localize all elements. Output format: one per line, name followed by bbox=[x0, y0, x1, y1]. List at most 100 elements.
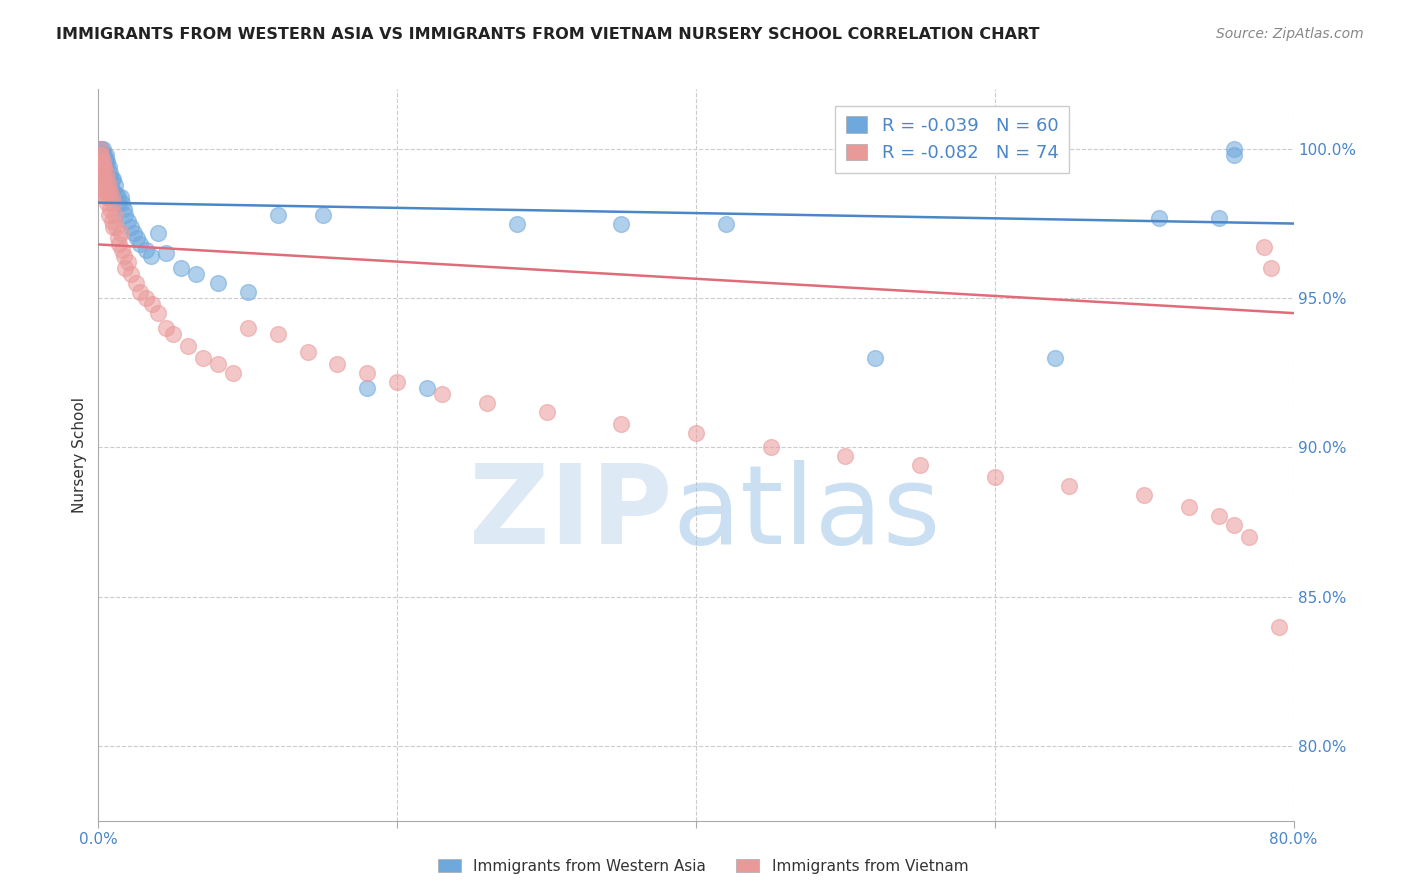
Point bbox=[105, 219, 128, 234]
Point bbox=[98, 178, 122, 192]
Point bbox=[135, 291, 157, 305]
Point bbox=[311, 208, 333, 222]
Point bbox=[103, 171, 125, 186]
Point bbox=[93, 148, 115, 162]
Point bbox=[104, 178, 127, 192]
Point bbox=[908, 458, 931, 473]
Point bbox=[148, 226, 170, 240]
Point bbox=[94, 148, 117, 162]
Point bbox=[103, 184, 125, 198]
Point bbox=[236, 321, 259, 335]
Point bbox=[97, 189, 120, 203]
Point bbox=[101, 184, 124, 198]
Point bbox=[90, 153, 112, 168]
Point bbox=[91, 142, 114, 156]
Point bbox=[177, 339, 200, 353]
Point bbox=[1237, 530, 1260, 544]
Text: IMMIGRANTS FROM WESTERN ASIA VS IMMIGRANTS FROM VIETNAM NURSERY SCHOOL CORRELATI: IMMIGRANTS FROM WESTERN ASIA VS IMMIGRAN… bbox=[56, 27, 1040, 42]
Point bbox=[1223, 518, 1246, 533]
Point bbox=[90, 148, 112, 162]
Point bbox=[94, 166, 117, 180]
Point bbox=[90, 160, 112, 174]
Point bbox=[610, 417, 633, 431]
Point bbox=[1267, 619, 1289, 633]
Point bbox=[416, 381, 439, 395]
Point bbox=[139, 249, 162, 263]
Point bbox=[1260, 261, 1282, 276]
Point bbox=[94, 189, 117, 203]
Point bbox=[96, 195, 118, 210]
Point bbox=[91, 153, 114, 168]
Point bbox=[114, 208, 136, 222]
Legend: Immigrants from Western Asia, Immigrants from Vietnam: Immigrants from Western Asia, Immigrants… bbox=[432, 853, 974, 880]
Point bbox=[834, 450, 856, 464]
Point bbox=[124, 226, 146, 240]
Point bbox=[96, 153, 118, 168]
Point bbox=[110, 226, 132, 240]
Point bbox=[105, 186, 128, 201]
Point bbox=[90, 153, 112, 168]
Point bbox=[162, 326, 184, 341]
Point bbox=[127, 231, 149, 245]
Point bbox=[356, 381, 378, 395]
Point bbox=[714, 217, 737, 231]
Point bbox=[91, 160, 114, 174]
Point bbox=[984, 470, 1007, 484]
Point bbox=[222, 366, 245, 380]
Point bbox=[267, 208, 290, 222]
Point bbox=[120, 219, 142, 234]
Point bbox=[91, 153, 114, 168]
Point bbox=[96, 160, 118, 174]
Point bbox=[104, 208, 127, 222]
Point bbox=[89, 153, 111, 168]
Point bbox=[169, 261, 191, 276]
Text: Source: ZipAtlas.com: Source: ZipAtlas.com bbox=[1216, 27, 1364, 41]
Point bbox=[91, 148, 114, 162]
Point bbox=[1208, 211, 1230, 225]
Point bbox=[91, 160, 114, 174]
Point bbox=[89, 148, 111, 162]
Point bbox=[1253, 240, 1275, 254]
Point bbox=[155, 246, 177, 260]
Point bbox=[685, 425, 707, 440]
Point bbox=[91, 171, 114, 186]
Point bbox=[93, 160, 115, 174]
Point bbox=[1223, 148, 1246, 162]
Point bbox=[148, 306, 170, 320]
Point bbox=[267, 326, 290, 341]
Point bbox=[207, 277, 229, 291]
Point bbox=[93, 171, 115, 186]
Point bbox=[1208, 509, 1230, 524]
Point bbox=[107, 231, 129, 245]
Point bbox=[112, 202, 135, 216]
Point bbox=[129, 237, 152, 252]
Point bbox=[97, 171, 120, 186]
Point bbox=[96, 171, 118, 186]
Point bbox=[108, 237, 131, 252]
Point bbox=[111, 195, 134, 210]
Y-axis label: Nursery School: Nursery School bbox=[72, 397, 87, 513]
Point bbox=[89, 142, 111, 156]
Point bbox=[120, 268, 142, 282]
Point bbox=[96, 171, 118, 186]
Point bbox=[107, 189, 129, 203]
Point bbox=[103, 195, 125, 210]
Point bbox=[89, 142, 111, 156]
Point bbox=[326, 357, 349, 371]
Point bbox=[129, 285, 152, 300]
Point bbox=[135, 244, 157, 258]
Point bbox=[155, 321, 177, 335]
Point bbox=[101, 189, 124, 203]
Point bbox=[93, 153, 115, 168]
Point bbox=[141, 297, 163, 311]
Point bbox=[865, 351, 887, 365]
Point bbox=[90, 171, 112, 186]
Point bbox=[536, 404, 558, 418]
Point bbox=[1178, 500, 1201, 515]
Point bbox=[101, 171, 124, 186]
Point bbox=[191, 351, 214, 365]
Point bbox=[207, 357, 229, 371]
Legend: R = -0.039   N = 60, R = -0.082   N = 74: R = -0.039 N = 60, R = -0.082 N = 74 bbox=[835, 105, 1070, 173]
Point bbox=[117, 213, 139, 227]
Point bbox=[117, 255, 139, 269]
